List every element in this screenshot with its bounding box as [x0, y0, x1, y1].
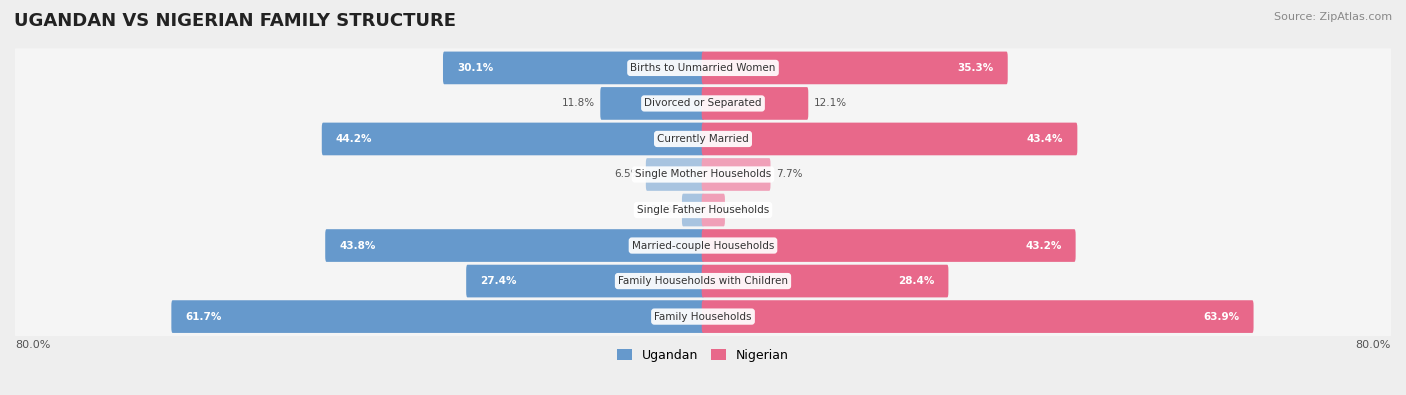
Text: 43.8%: 43.8%	[339, 241, 375, 250]
FancyBboxPatch shape	[15, 297, 1391, 336]
Text: Family Households with Children: Family Households with Children	[619, 276, 787, 286]
FancyBboxPatch shape	[702, 87, 808, 120]
Text: Source: ZipAtlas.com: Source: ZipAtlas.com	[1274, 12, 1392, 22]
FancyBboxPatch shape	[15, 190, 1391, 229]
Text: 43.4%: 43.4%	[1026, 134, 1063, 144]
Text: 35.3%: 35.3%	[957, 63, 994, 73]
Text: 30.1%: 30.1%	[457, 63, 494, 73]
FancyBboxPatch shape	[172, 300, 704, 333]
FancyBboxPatch shape	[645, 158, 704, 191]
Text: 63.9%: 63.9%	[1204, 312, 1239, 322]
Text: 80.0%: 80.0%	[1355, 340, 1391, 350]
FancyBboxPatch shape	[467, 265, 704, 297]
Text: Single Father Households: Single Father Households	[637, 205, 769, 215]
Text: 2.4%: 2.4%	[731, 205, 756, 215]
Legend: Ugandan, Nigerian: Ugandan, Nigerian	[612, 344, 794, 367]
Text: 27.4%: 27.4%	[481, 276, 517, 286]
Text: 12.1%: 12.1%	[814, 98, 846, 109]
FancyBboxPatch shape	[702, 158, 770, 191]
Text: UGANDAN VS NIGERIAN FAMILY STRUCTURE: UGANDAN VS NIGERIAN FAMILY STRUCTURE	[14, 12, 456, 30]
FancyBboxPatch shape	[702, 122, 1077, 155]
Text: 6.5%: 6.5%	[614, 169, 640, 179]
Text: Married-couple Households: Married-couple Households	[631, 241, 775, 250]
FancyBboxPatch shape	[443, 52, 704, 84]
FancyBboxPatch shape	[702, 265, 949, 297]
FancyBboxPatch shape	[15, 48, 1391, 87]
Text: Currently Married: Currently Married	[657, 134, 749, 144]
Text: 80.0%: 80.0%	[15, 340, 51, 350]
Text: 7.7%: 7.7%	[776, 169, 803, 179]
Text: Divorced or Separated: Divorced or Separated	[644, 98, 762, 109]
FancyBboxPatch shape	[702, 52, 1008, 84]
Text: Family Households: Family Households	[654, 312, 752, 322]
FancyBboxPatch shape	[322, 122, 704, 155]
FancyBboxPatch shape	[682, 194, 704, 226]
FancyBboxPatch shape	[702, 194, 725, 226]
Text: 61.7%: 61.7%	[186, 312, 222, 322]
Text: 28.4%: 28.4%	[898, 276, 934, 286]
Text: Births to Unmarried Women: Births to Unmarried Women	[630, 63, 776, 73]
Text: 11.8%: 11.8%	[561, 98, 595, 109]
FancyBboxPatch shape	[15, 155, 1391, 194]
Text: Single Mother Households: Single Mother Households	[636, 169, 770, 179]
FancyBboxPatch shape	[15, 226, 1391, 265]
Text: 44.2%: 44.2%	[336, 134, 373, 144]
FancyBboxPatch shape	[15, 119, 1391, 158]
FancyBboxPatch shape	[702, 300, 1254, 333]
FancyBboxPatch shape	[325, 229, 704, 262]
FancyBboxPatch shape	[15, 261, 1391, 301]
Text: 43.2%: 43.2%	[1025, 241, 1062, 250]
FancyBboxPatch shape	[702, 229, 1076, 262]
FancyBboxPatch shape	[600, 87, 704, 120]
Text: 2.3%: 2.3%	[650, 205, 676, 215]
FancyBboxPatch shape	[15, 84, 1391, 123]
